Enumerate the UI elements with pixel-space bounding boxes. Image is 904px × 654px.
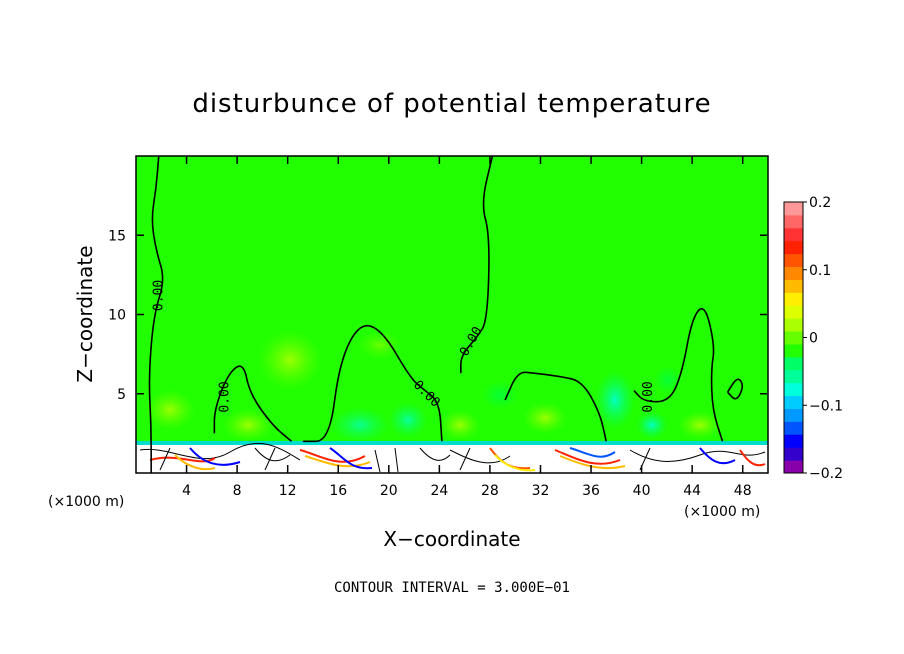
colorbar-swatch [784, 408, 803, 422]
cool-patch [482, 381, 518, 409]
x-tick-label: 12 [279, 483, 297, 499]
x-tick-label: 40 [633, 483, 651, 499]
zero-contours [148, 156, 744, 473]
boundary-eddy [629, 449, 766, 462]
boundary-eddy [159, 447, 651, 471]
y-axis-label: Z−coordinate [73, 245, 97, 382]
colorbar-swatch [784, 447, 803, 461]
colorbar-tick-label: 0.1 [809, 263, 831, 279]
colorbar-swatch [784, 343, 803, 358]
colorbar-swatch [784, 421, 803, 435]
boundary-layer-base [136, 443, 768, 473]
boundary-eddy [374, 447, 451, 473]
cool-patch [654, 366, 682, 394]
boundary-eddy [174, 454, 216, 471]
warm-patch [440, 410, 480, 440]
cool-patch [330, 407, 390, 443]
boundary-eddy [299, 449, 366, 463]
x-tick-label: 36 [582, 483, 600, 499]
plot-area: 0.000.00 0.000.000.00 [135, 155, 769, 474]
y-tick-label: 5 [117, 387, 126, 403]
contour-value-label: 0.00 [152, 280, 167, 311]
cool-patch [636, 411, 668, 439]
x-unit-label-right: (×1000 m) [684, 504, 760, 520]
boundary-eddy [494, 454, 536, 472]
colorbar-swatch [784, 279, 803, 293]
colorbar-swatch [784, 356, 803, 371]
x-tick-label: 8 [233, 483, 242, 499]
x-tick-label: 24 [430, 483, 448, 499]
zero-contour-line [633, 307, 724, 442]
colorbar-swatch [784, 434, 803, 448]
boundary-layer [136, 441, 768, 473]
boundary-eddy [699, 447, 736, 465]
colorbar-swatch [784, 227, 803, 242]
boundary-eddy [449, 449, 511, 464]
zero-contour-line [302, 324, 443, 443]
x-tick-label: 28 [481, 483, 499, 499]
x-axis: 4 8 12 16 20 24 28 32 36 40 44 48 [182, 156, 752, 499]
colorbar-swatch [784, 240, 803, 255]
boundary-eddy [304, 455, 371, 468]
cool-patch [388, 402, 428, 438]
colorbar-tick-label: 0.2 [809, 195, 831, 211]
x-tick-label: 16 [329, 483, 347, 499]
zero-contour-line [460, 156, 494, 374]
boundary-eddy [189, 447, 241, 466]
colorbar-tick-label: −0.2 [809, 466, 843, 482]
chart-title: disturbunce of potential temperature [192, 89, 711, 119]
contour-value-label: 0.00 [217, 381, 232, 412]
colorbar-swatch [784, 292, 803, 306]
x-tick-label: 48 [734, 483, 752, 499]
warm-patch [523, 402, 567, 434]
boundary-eddy [149, 456, 216, 463]
zero-contour-line [213, 365, 292, 442]
colorbar-swatch [784, 202, 803, 216]
zero-contour-line [726, 378, 744, 400]
boundary-eddy [254, 447, 291, 462]
contour-value-label: 0.00 [641, 381, 656, 412]
zero-contour-line [504, 371, 607, 442]
zero-contour-line [148, 156, 164, 473]
boundary-eddy [329, 447, 373, 470]
y-tick-label: 15 [108, 228, 126, 244]
warm-patch [145, 390, 195, 430]
colorbar-swatch [784, 331, 803, 345]
cool-patch [595, 370, 635, 430]
boundary-layer-top [136, 441, 768, 445]
boundary-eddy [739, 449, 766, 467]
colorbar-swatch [784, 460, 803, 474]
colorbar-swatch [784, 214, 803, 229]
x-tick-label: 4 [182, 483, 191, 499]
colorbar-swatch [784, 369, 803, 384]
colorbar-swatch [784, 266, 803, 280]
colorbar-swatch [784, 382, 803, 397]
x-tick-label: 32 [532, 483, 550, 499]
boundary-eddy [554, 449, 621, 465]
colorbar: 0.2 0.1 0 −0.1 −0.2 [783, 195, 843, 482]
warm-patch [223, 409, 273, 441]
colorbar-swatch [784, 305, 803, 319]
warm-patch [678, 411, 722, 439]
colorbar-swatch [784, 395, 803, 409]
warm-patch [258, 330, 322, 390]
colorbar-swatch [784, 253, 803, 268]
x-unit-label-left: (×1000 m) [48, 494, 124, 510]
contour-interval-note: CONTOUR INTERVAL = 3.000E−01 [334, 580, 570, 596]
y-axis: 5 10 15 [108, 228, 768, 403]
x-axis-label: X−coordinate [383, 527, 520, 551]
boundary-eddy [569, 447, 616, 458]
warm-patch [358, 331, 402, 359]
colorbar-tick-label: −0.1 [809, 398, 843, 414]
x-tick-label: 44 [683, 483, 701, 499]
anomaly-patches [145, 330, 722, 443]
colorbar-swatch [784, 318, 803, 332]
y-tick-label: 10 [108, 308, 126, 324]
x-tick-label: 20 [380, 483, 398, 499]
colorbar-tick-label: 0 [809, 331, 818, 347]
boundary-eddy [139, 443, 301, 461]
